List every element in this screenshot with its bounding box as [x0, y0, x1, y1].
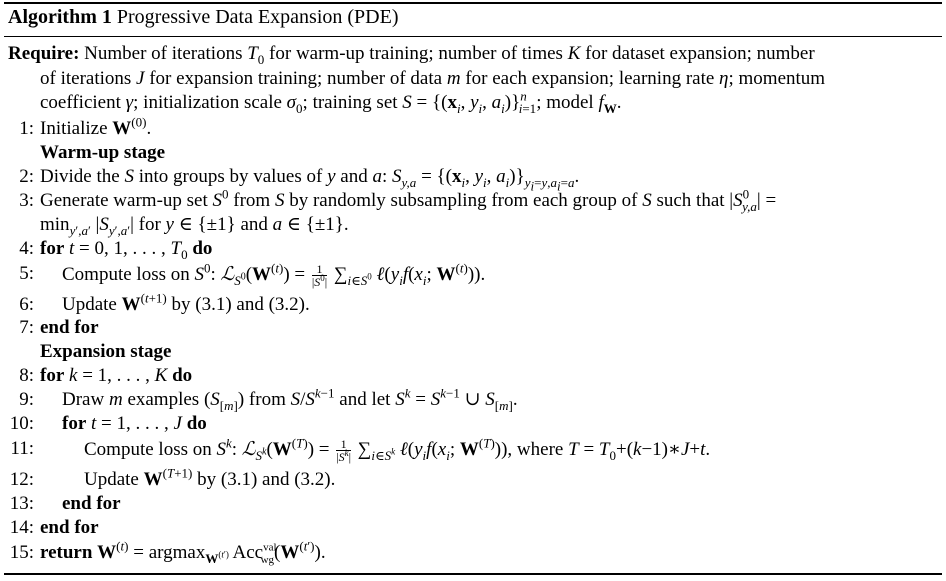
step-number: 1:: [19, 118, 34, 139]
step-generate: Generate warm-up set S0 from S by random…: [40, 186, 777, 214]
step-number: 13:: [9, 493, 34, 514]
step-number: 6:: [19, 294, 34, 315]
step-number: 15:: [9, 542, 34, 563]
step-number: 9:: [19, 389, 34, 410]
require-line-3: coefficient γ; initialization scale σ0; …: [40, 88, 622, 116]
step-update-expansion: Update W(T+1) by (3.1) and (3.2).: [84, 465, 336, 490]
require-keyword: Require:: [8, 43, 80, 64]
step-number: 4:: [19, 238, 34, 259]
caption-rule: [4, 36, 942, 37]
step-compute-loss-warmup: Compute loss on S0: ℒS0(W(t)) = 1 |S0| ∑i…: [62, 260, 486, 290]
caption-title: Progressive Data Expansion (PDE): [116, 6, 399, 28]
step-number: 2:: [19, 166, 34, 187]
step-return: return W(t) = argmaxW(t′) Accvalwg(W(t′)…: [40, 538, 326, 566]
step-number: 14:: [9, 517, 34, 538]
step-divide: Divide the S into groups by values of y …: [40, 166, 580, 194]
top-rule: [4, 2, 942, 4]
expansion-stage-heading: Expansion stage: [40, 341, 172, 362]
warmup-stage-heading: Warm-up stage: [40, 142, 166, 163]
step-end-for-warmup: end for: [40, 317, 99, 338]
step-number: 11:: [10, 438, 34, 459]
step-number: 3:: [19, 190, 34, 211]
step-number: 12:: [9, 469, 34, 490]
step-end-for-outer: end for: [40, 517, 99, 538]
step-for-warmup: for t = 0, 1, . . . , T0 do: [40, 238, 213, 262]
step-end-for-inner: end for: [62, 493, 121, 514]
require-line-1: Require: Number of iterations T0 for war…: [8, 43, 815, 67]
step-update-warmup: Update W(t+1) by (3.1) and (3.2).: [62, 290, 310, 315]
step-for-inner: for t = 1, . . . , J do: [62, 413, 207, 434]
step-number: 10:: [9, 413, 34, 434]
algorithm-caption: Algorithm 1 Progressive Data Expansion (…: [8, 6, 399, 29]
step-number: 7:: [19, 317, 34, 338]
bottom-rule: [4, 573, 942, 575]
caption-label: Algorithm 1: [8, 6, 112, 28]
step-number: 5:: [19, 263, 34, 284]
step-compute-loss-expansion: Compute loss on Sk: ℒSk(W(T)) = 1 |Sk| ∑i…: [84, 435, 711, 465]
step-for-expansion: for k = 1, . . . , K do: [40, 365, 193, 386]
step-number: 8:: [19, 365, 34, 386]
step-draw-examples: Draw m examples (S[m]) from S/Sk−1 and l…: [62, 385, 518, 413]
step-initialize: Initialize W(0).: [40, 114, 152, 139]
step-generate-cont: miny′,a′ |Sy′,a′| for y ∈ {±1} and a ∈ {…: [40, 214, 349, 238]
require-line-2: of iterations J for expansion training; …: [40, 68, 826, 89]
